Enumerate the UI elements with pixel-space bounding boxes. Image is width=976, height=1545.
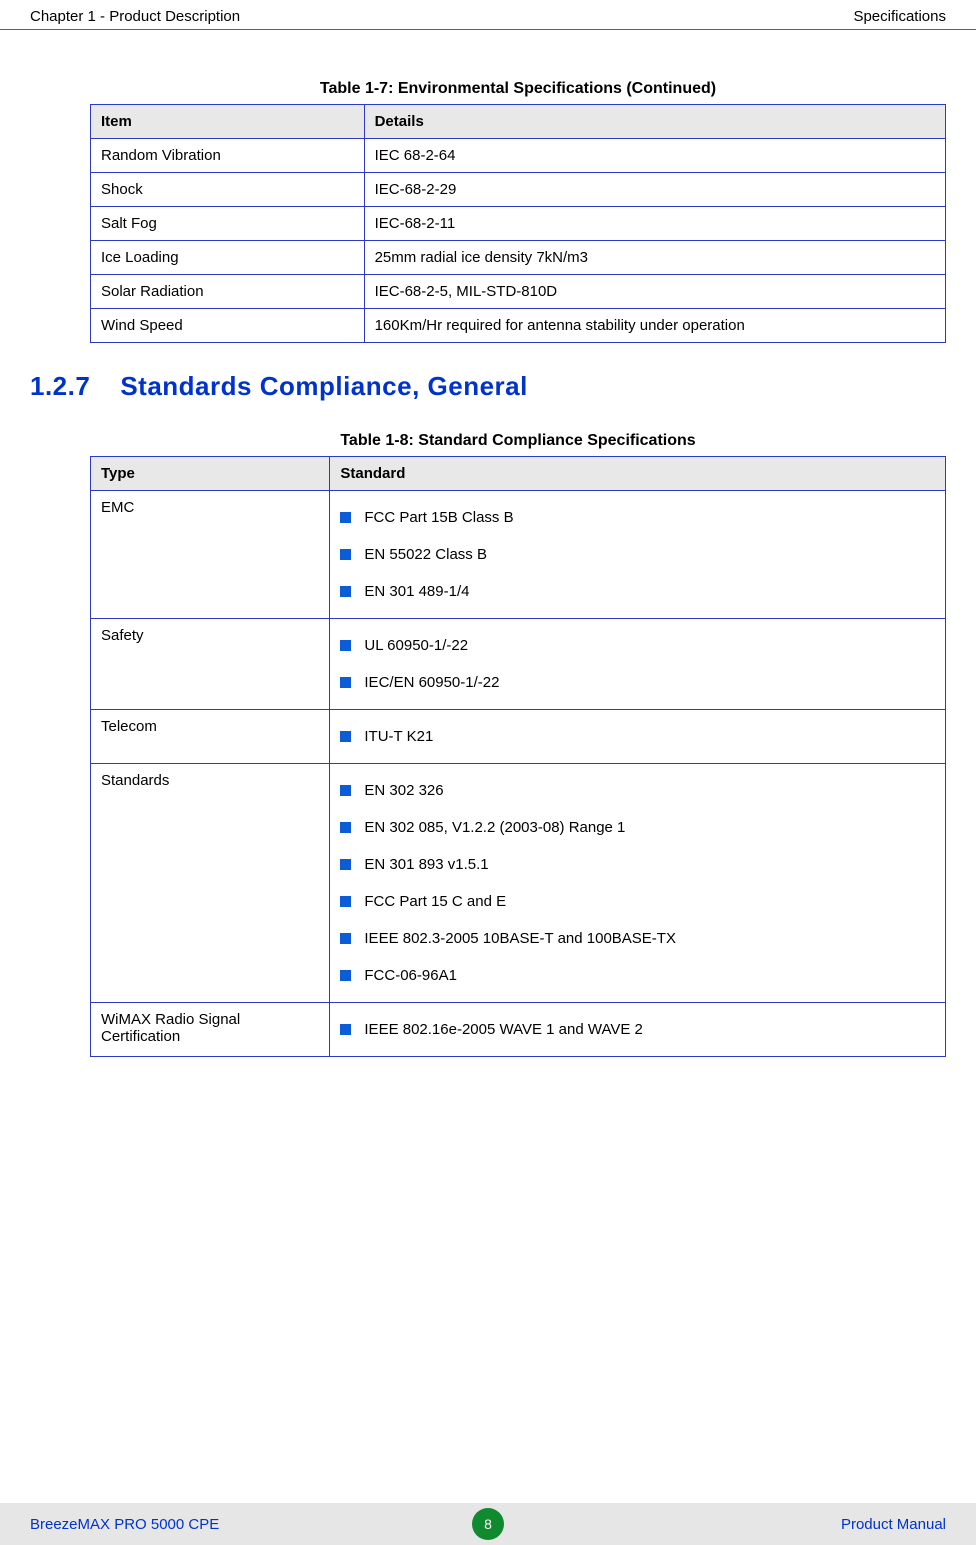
cell-item: Random Vibration [91,139,365,173]
cell-details: 160Km/Hr required for antenna stability … [364,309,945,343]
list-item: IEC/EN 60950-1/-22 [340,664,935,701]
cell-details: IEC 68-2-64 [364,139,945,173]
table-row: WiMAX Radio Signal Certification IEEE 80… [91,1003,946,1057]
list-item: EN 301 893 v1.5.1 [340,846,935,883]
table-row: Shock IEC-68-2-29 [91,173,946,207]
section-heading: 1.2.7 Standards Compliance, General [30,371,946,402]
cell-details: IEC-68-2-11 [364,207,945,241]
cell-standard: FCC Part 15B Class B EN 55022 Class B EN… [330,491,946,619]
table8-caption: Table 1-8: Standard Compliance Specifica… [90,432,946,450]
cell-details: 25mm radial ice density 7kN/m3 [364,241,945,275]
cell-item: Ice Loading [91,241,365,275]
cell-standard: IEEE 802.16e-2005 WAVE 1 and WAVE 2 [330,1003,946,1057]
table-row: EMC FCC Part 15B Class B EN 55022 Class … [91,491,946,619]
page-content: Table 1-7: Environmental Specifications … [0,30,976,1057]
footer-right: Product Manual [841,1516,946,1533]
cell-item: Wind Speed [91,309,365,343]
footer-left: BreezeMAX PRO 5000 CPE [30,1516,219,1533]
section-title: Standards Compliance, General [120,371,528,401]
table-row: Standards EN 302 326 EN 302 085, V1.2.2 … [91,764,946,1003]
header-left: Chapter 1 - Product Description [30,8,240,25]
list-item: IEEE 802.16e-2005 WAVE 1 and WAVE 2 [340,1011,935,1048]
page-header: Chapter 1 - Product Description Specific… [0,0,976,30]
table7-header-details: Details [364,105,945,139]
table-row: Salt Fog IEC-68-2-11 [91,207,946,241]
cell-item: Solar Radiation [91,275,365,309]
cell-type: EMC [91,491,330,619]
table-row: Wind Speed 160Km/Hr required for antenna… [91,309,946,343]
list-item: UL 60950-1/-22 [340,627,935,664]
section-number: 1.2.7 [30,371,90,402]
cell-standard: EN 302 326 EN 302 085, V1.2.2 (2003-08) … [330,764,946,1003]
table-row: Random Vibration IEC 68-2-64 [91,139,946,173]
list-item: ITU-T K21 [340,718,935,755]
list-item: EN 55022 Class B [340,536,935,573]
cell-type: Safety [91,619,330,710]
table7-caption: Table 1-7: Environmental Specifications … [90,80,946,98]
cell-item: Salt Fog [91,207,365,241]
cell-type: WiMAX Radio Signal Certification [91,1003,330,1057]
list-item: FCC-06-96A1 [340,957,935,994]
cell-details: IEC-68-2-5, MIL-STD-810D [364,275,945,309]
list-item: FCC Part 15B Class B [340,499,935,536]
cell-standard: UL 60950-1/-22 IEC/EN 60950-1/-22 [330,619,946,710]
cell-type: Standards [91,764,330,1003]
table8-header-type: Type [91,457,330,491]
page-footer: BreezeMAX PRO 5000 CPE 8 Product Manual [0,1503,976,1545]
header-right: Specifications [853,8,946,25]
table-row: Ice Loading 25mm radial ice density 7kN/… [91,241,946,275]
table7: Item Details Random Vibration IEC 68-2-6… [90,104,946,343]
page-number-badge: 8 [472,1508,504,1540]
list-item: EN 302 326 [340,772,935,809]
list-item: EN 301 489-1/4 [340,573,935,610]
list-item: EN 302 085, V1.2.2 (2003-08) Range 1 [340,809,935,846]
cell-standard: ITU-T K21 [330,710,946,764]
table8: Type Standard EMC FCC Part 15B Class B E… [90,456,946,1057]
table-row: Safety UL 60950-1/-22 IEC/EN 60950-1/-22 [91,619,946,710]
table7-header-item: Item [91,105,365,139]
list-item: IEEE 802.3-2005 10BASE-T and 100BASE-TX [340,920,935,957]
cell-type: Telecom [91,710,330,764]
table-row: Telecom ITU-T K21 [91,710,946,764]
table-row: Solar Radiation IEC-68-2-5, MIL-STD-810D [91,275,946,309]
list-item: FCC Part 15 C and E [340,883,935,920]
table8-header-standard: Standard [330,457,946,491]
cell-item: Shock [91,173,365,207]
cell-details: IEC-68-2-29 [364,173,945,207]
